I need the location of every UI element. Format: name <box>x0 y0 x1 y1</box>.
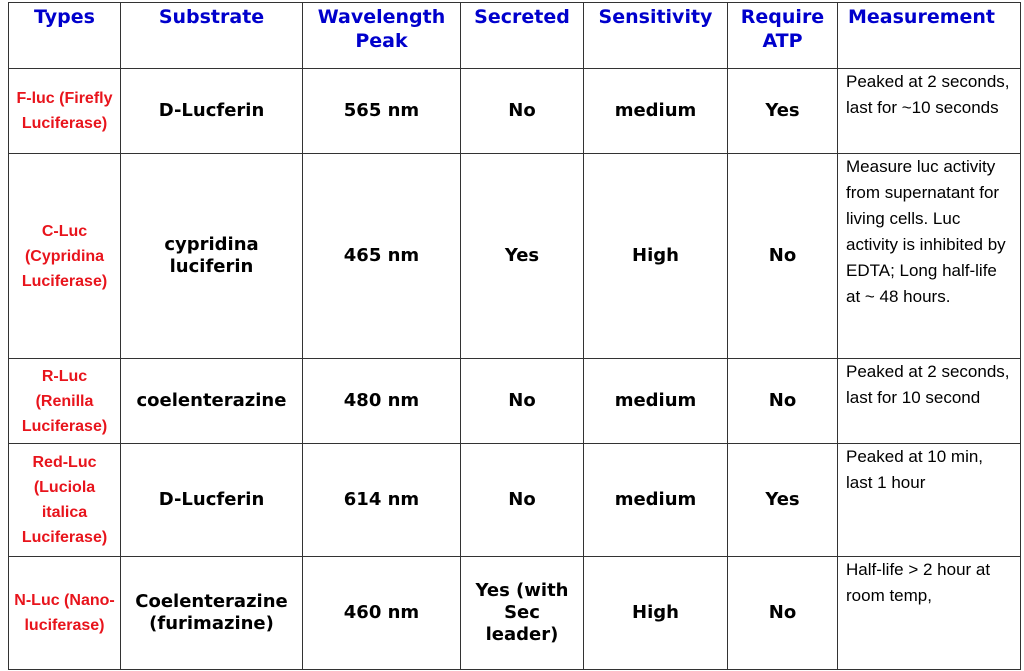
table-cell: Coelenterazine (furimazine) <box>120 556 303 670</box>
table-cell: coelenterazine <box>120 358 303 444</box>
table-cell: Yes <box>460 153 584 359</box>
table-row: N-Luc (Nano-luciferase) Coelenterazine (f… <box>8 556 1021 670</box>
table-cell: medium <box>583 358 728 444</box>
type-cell: Red-Luc (Luciola italica Luciferase) <box>8 443 121 557</box>
table-cell: No <box>460 443 584 557</box>
table-cell: cypridina luciferin <box>120 153 303 359</box>
header-cell: Substrate <box>120 2 303 69</box>
table-cell: High <box>583 153 728 359</box>
table-cell: No <box>460 68 584 154</box>
table-cell: D-Lucferin <box>120 68 303 154</box>
table-row: C-Luc (Cypridina Luciferase) cypridina lu… <box>8 153 1021 359</box>
luciferase-table: Types Substrate Wavelength Peak Secreted Sen… <box>8 2 1021 670</box>
table-cell: Yes <box>727 443 838 557</box>
measurement-cell: Half-life > 2 hour at room temp, <box>837 556 1021 670</box>
measurement-cell: Peaked at 2 seconds, last for ~10 second… <box>837 68 1021 154</box>
table-cell: Yes (with Sec leader) <box>460 556 584 670</box>
table-cell: 465 nm <box>302 153 461 359</box>
table-cell: No <box>727 358 838 444</box>
header-row: Types Substrate Wavelength Peak Secreted Sen… <box>8 2 1021 69</box>
table-cell: No <box>727 556 838 670</box>
header-cell: Require ATP <box>727 2 838 69</box>
table-cell: 614 nm <box>302 443 461 557</box>
table-cell: No <box>727 153 838 359</box>
table-cell: 460 nm <box>302 556 461 670</box>
table-cell: Yes <box>727 68 838 154</box>
table-cell: medium <box>583 68 728 154</box>
type-cell: R-Luc (Renilla Luciferase) <box>8 358 121 444</box>
table-cell: medium <box>583 443 728 557</box>
type-cell: C-Luc (Cypridina Luciferase) <box>8 153 121 359</box>
measurement-cell: Peaked at 10 min, last 1 hour <box>837 443 1021 557</box>
type-cell: N-Luc (Nano-luciferase) <box>8 556 121 670</box>
measurement-cell: Measure luc activity from supernatant fo… <box>837 153 1021 359</box>
table-cell: 480 nm <box>302 358 461 444</box>
header-cell: Secreted <box>460 2 584 69</box>
header-cell: Types <box>8 2 121 69</box>
table-cell: 565 nm <box>302 68 461 154</box>
header-cell: Wavelength Peak <box>302 2 461 69</box>
measurement-cell: Peaked at 2 seconds, last for 10 second <box>837 358 1021 444</box>
type-cell: F-luc (Firefly Luciferase) <box>8 68 121 154</box>
table-row: Red-Luc (Luciola italica Luciferase) D-Lu… <box>8 443 1021 557</box>
header-cell: Sensitivity <box>583 2 728 69</box>
table-row: R-Luc (Renilla Luciferase) coelenterazine… <box>8 358 1021 444</box>
header-cell: Measurement <box>837 2 1021 69</box>
table-cell: No <box>460 358 584 444</box>
table-row: F-luc (Firefly Luciferase) D-Lucferin 565 … <box>8 68 1021 154</box>
table-body: F-luc (Firefly Luciferase) D-Lucferin 565 … <box>8 68 1021 670</box>
table-cell: High <box>583 556 728 670</box>
table-cell: D-Lucferin <box>120 443 303 557</box>
